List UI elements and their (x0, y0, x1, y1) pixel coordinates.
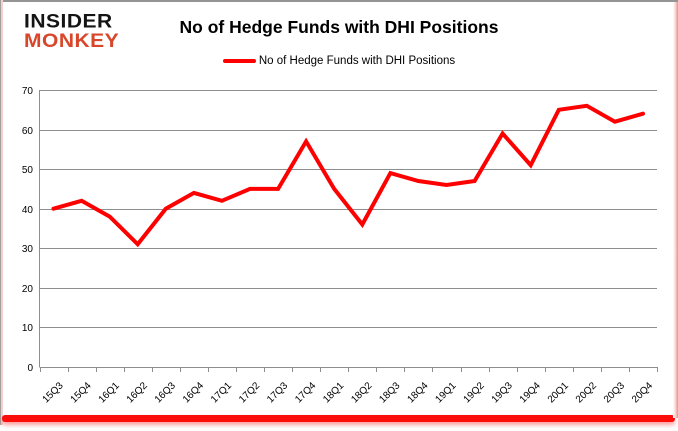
y-tick-label: 40 (22, 205, 34, 216)
y-axis-labels: 0 10 20 30 40 50 60 70 (22, 86, 34, 374)
x-tick-label: 19Q2 (462, 380, 487, 405)
left-border (0, 0, 3, 425)
x-tick-label: 16Q3 (153, 380, 178, 405)
x-tick-label: 15Q4 (69, 380, 94, 405)
bottom-red-bar (2, 415, 675, 422)
legend-line-swatch (222, 59, 256, 63)
y-tick-label: 30 (22, 244, 34, 255)
x-tick-label: 18Q1 (321, 380, 346, 405)
axes (39, 90, 658, 372)
x-axis-labels: 15Q3 15Q4 16Q1 16Q2 16Q3 16Q4 17Q1 17Q2 17Q3 17Q4… (41, 380, 656, 405)
x-tick-label: 20Q4 (630, 380, 655, 405)
x-tick-label: 18Q3 (377, 380, 402, 405)
legend-label: No of Hedge Funds with DHI Positions (258, 55, 456, 67)
x-tick-label: 17Q1 (209, 380, 234, 405)
legend: No of Hedge Funds with DHI Positions (0, 55, 678, 67)
x-tick-label: 18Q4 (405, 380, 430, 405)
y-tick-label: 20 (22, 284, 34, 295)
series-line (51, 103, 645, 248)
x-tick-label: 18Q2 (349, 380, 374, 405)
insider-monkey-logo: INSIDER MONKEY (24, 11, 119, 52)
x-tick-label: 17Q3 (265, 380, 290, 405)
y-tick-label: 50 (22, 165, 34, 176)
x-tick-label: 20Q2 (574, 380, 599, 405)
x-tick-label: 17Q4 (293, 380, 318, 405)
x-tick-label: 15Q3 (41, 380, 66, 405)
logo-line-insider: INSIDER (24, 11, 113, 33)
x-tick-label: 19Q1 (434, 380, 459, 405)
x-tick-label: 19Q4 (518, 380, 543, 405)
y-tick-label: 60 (22, 126, 34, 137)
logo-line-monkey: MONKEY (24, 30, 120, 52)
chart-title: No of Hedge Funds with DHI Positions (179, 17, 499, 37)
x-tick-label: 20Q3 (602, 380, 627, 405)
x-tick-label: 16Q1 (97, 380, 122, 405)
x-tick-label: 17Q2 (237, 380, 262, 405)
x-tick-label: 20Q1 (546, 380, 571, 405)
y-tick-label: 10 (22, 323, 34, 334)
x-tick-label: 16Q2 (125, 380, 150, 405)
right-border (673, 2, 678, 418)
top-border (0, 0, 678, 2)
y-tick-label: 0 (27, 363, 33, 374)
x-tick-label: 16Q4 (181, 380, 206, 405)
x-tick-label: 19Q3 (490, 380, 515, 405)
y-tick-label: 70 (22, 86, 34, 97)
